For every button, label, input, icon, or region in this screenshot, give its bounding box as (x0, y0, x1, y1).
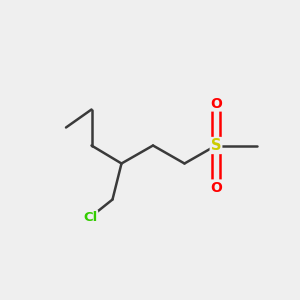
Text: Cl: Cl (83, 211, 97, 224)
Text: O: O (210, 181, 222, 194)
Text: O: O (210, 97, 222, 110)
Text: S: S (211, 138, 221, 153)
